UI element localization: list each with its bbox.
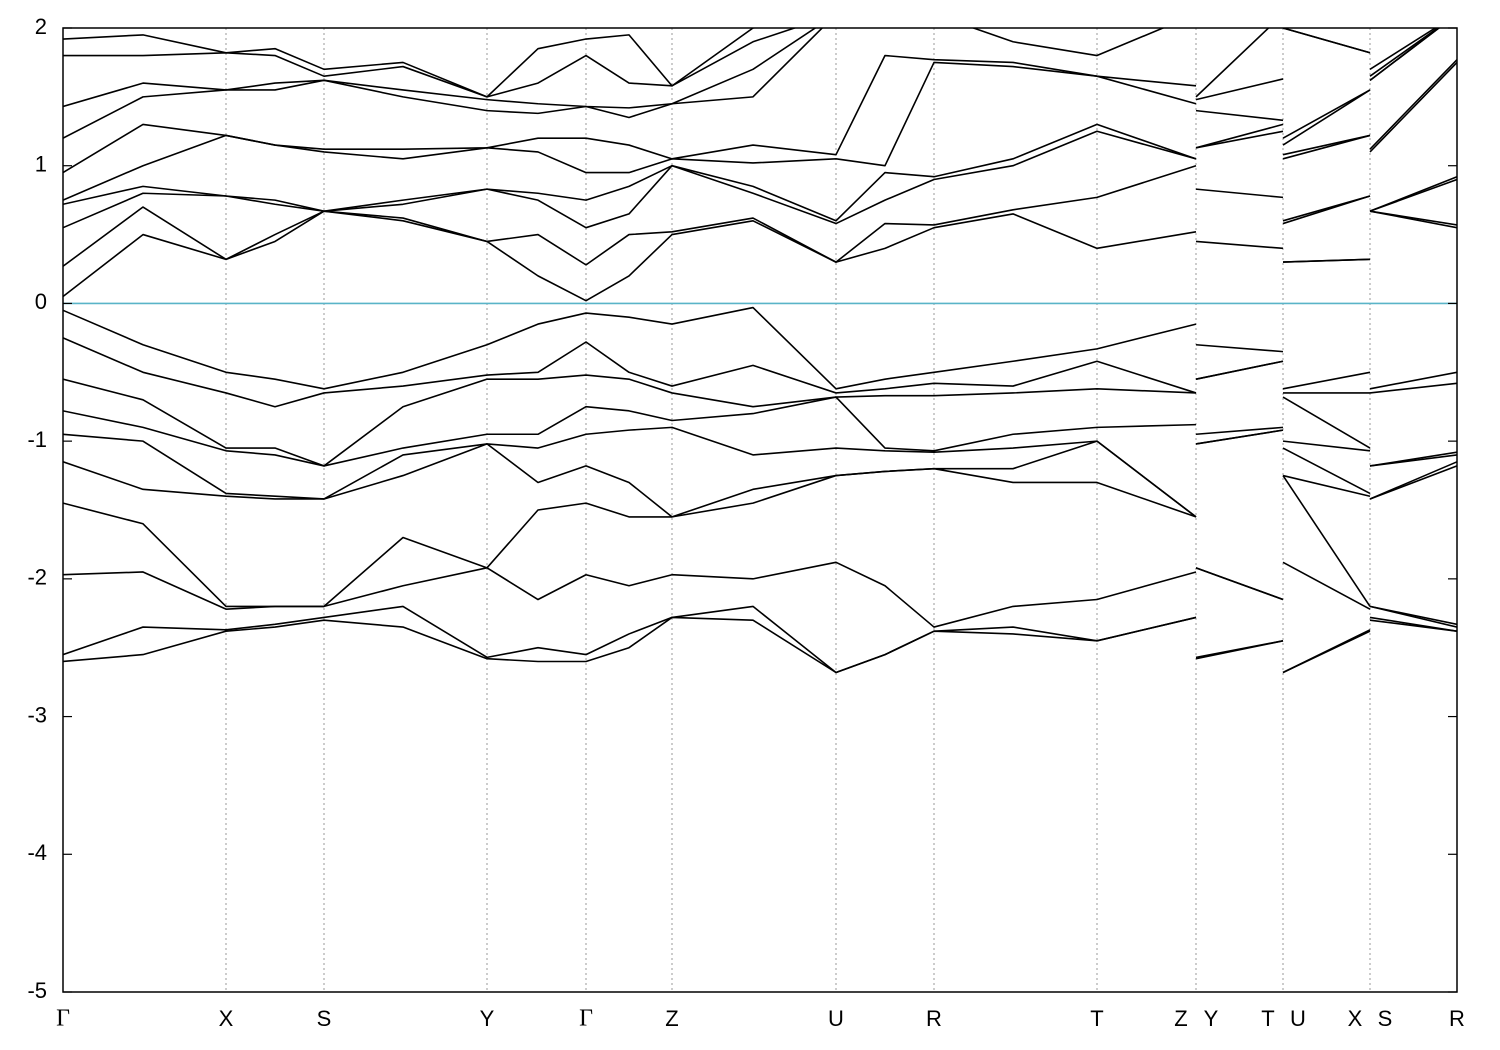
y-tick-label: 1 bbox=[35, 152, 47, 177]
x-tick-label: Z bbox=[665, 1006, 678, 1031]
band-line bbox=[63, 28, 1437, 98]
band-line bbox=[63, 130, 1457, 229]
x-tick-label: Y bbox=[480, 1006, 495, 1031]
x-tick-label: U bbox=[828, 1006, 844, 1031]
band-line bbox=[63, 467, 1457, 626]
band-line bbox=[63, 429, 1457, 518]
x-tick-label: Γ bbox=[56, 1006, 70, 1032]
band-line bbox=[63, 616, 1457, 674]
band-line bbox=[63, 28, 1441, 139]
x-tick-label: Y bbox=[1204, 1006, 1219, 1031]
band-line bbox=[63, 426, 1457, 518]
y-tick-label: 0 bbox=[35, 289, 47, 314]
y-tick-label: -5 bbox=[27, 978, 47, 1003]
y-tick-label: -4 bbox=[27, 840, 47, 865]
x-tick-label: R bbox=[926, 1006, 942, 1031]
y-tick-label: -3 bbox=[27, 702, 47, 727]
band-line bbox=[63, 28, 1441, 146]
band-line bbox=[63, 28, 1440, 98]
x-tick-label: R bbox=[1449, 1006, 1465, 1031]
x-tick-label: X bbox=[1348, 1006, 1363, 1031]
x-tick-label: Z bbox=[1174, 1006, 1187, 1031]
x-tick-label: T bbox=[1090, 1006, 1103, 1031]
band-line bbox=[63, 123, 1457, 222]
band-line bbox=[63, 306, 1457, 390]
band-line bbox=[63, 61, 1457, 201]
x-tick-label: S bbox=[317, 1006, 332, 1031]
plot-area bbox=[63, 28, 1457, 992]
x-tick-label: Γ bbox=[579, 1006, 593, 1032]
band-line bbox=[63, 360, 1457, 467]
band-line bbox=[63, 210, 1457, 302]
y-tick-label: 2 bbox=[35, 14, 47, 39]
band-line bbox=[63, 605, 1457, 674]
band-line bbox=[63, 54, 1457, 174]
band-line bbox=[63, 164, 1457, 267]
x-tick-label: U bbox=[1290, 1006, 1306, 1031]
x-tick-label: X bbox=[219, 1006, 234, 1031]
y-tick-label: -2 bbox=[27, 565, 47, 590]
band-line bbox=[63, 396, 1457, 467]
x-tick-label: T bbox=[1261, 1006, 1274, 1031]
plot-frame bbox=[62, 27, 1458, 993]
band-line bbox=[63, 561, 1457, 628]
y-tick-label: -1 bbox=[27, 427, 47, 452]
x-tick-label: S bbox=[1378, 1006, 1393, 1031]
